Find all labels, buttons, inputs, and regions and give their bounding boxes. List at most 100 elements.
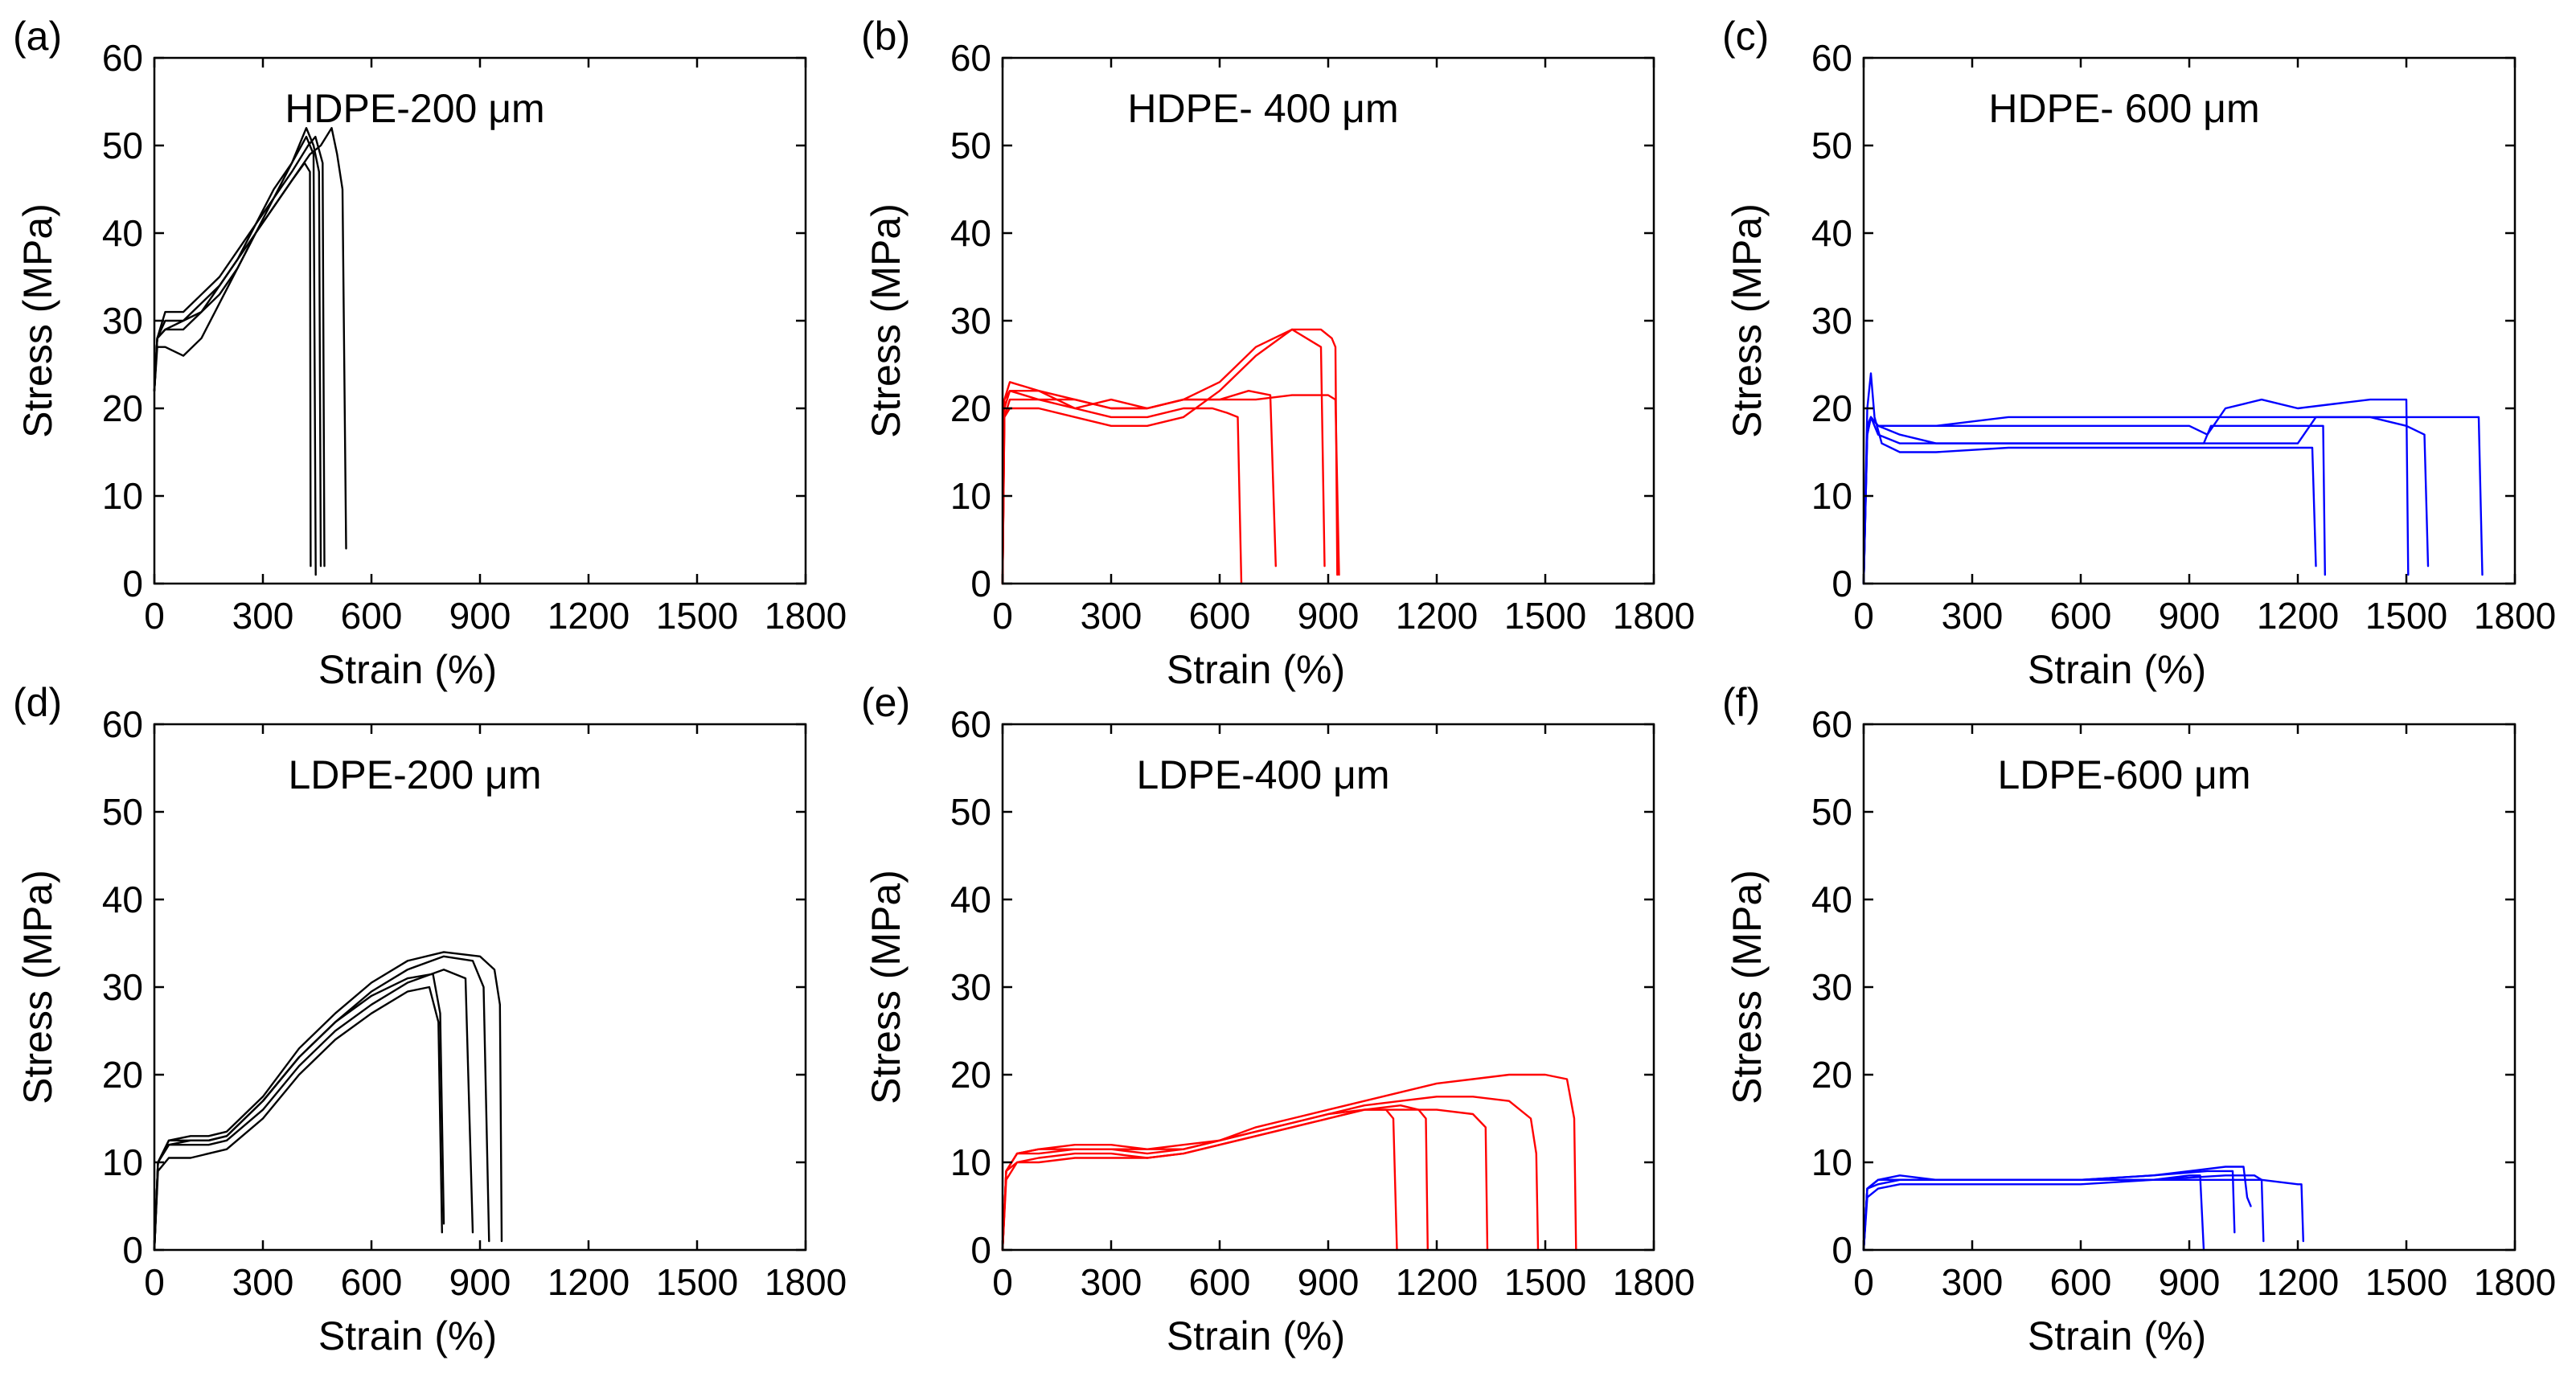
plot-title: HDPE- 400 μm — [1127, 86, 1398, 131]
curve-e-5 — [1001, 1108, 1398, 1252]
x-tick-label: 0 — [144, 1261, 165, 1303]
curve-e-4 — [1001, 1073, 1577, 1252]
y-tick-label: 40 — [950, 879, 991, 920]
x-tick-label: 300 — [1942, 595, 2004, 637]
plot-title: LDPE-600 μm — [1997, 752, 2250, 797]
x-tick-label: 0 — [992, 595, 1013, 637]
y-tick-label: 40 — [950, 212, 991, 254]
y-tick-label: 50 — [102, 125, 143, 166]
curve-c-5 — [1862, 416, 2484, 585]
x-tick-label: 600 — [2050, 1261, 2112, 1303]
y-tick-label: 40 — [102, 879, 143, 920]
x-tick-label: 1500 — [656, 1261, 738, 1303]
x-tick-label: 900 — [2159, 1261, 2221, 1303]
x-tick-label: 300 — [1942, 1261, 2004, 1303]
x-axis-title: Strain (%) — [1167, 647, 1345, 692]
x-tick-label: 0 — [1853, 595, 1874, 637]
panel-label: (c) — [1722, 14, 1769, 59]
x-tick-label: 0 — [144, 595, 165, 637]
curve-c-1 — [1862, 372, 2317, 585]
y-axis-title: Stress (MPa) — [15, 870, 60, 1104]
y-tick-label: 20 — [950, 387, 991, 429]
y-tick-label: 30 — [950, 300, 991, 342]
panel-a: 0 300 600 900 1200 1500 1800 0 10 20 30 40 50 60 Strai… — [13, 14, 847, 692]
y-tick-label: 20 — [1811, 1054, 1852, 1096]
plot-frame-d — [153, 723, 807, 1252]
curve-c-4 — [1862, 416, 2430, 585]
x-tick-label: 300 — [232, 1261, 294, 1303]
x-tick-label: 1800 — [765, 595, 847, 637]
plot-title: LDPE-400 μm — [1136, 752, 1389, 797]
x-tick-label: 1800 — [1613, 595, 1695, 637]
panel-f: 0 300 600 900 1200 1500 1800 0 10 20 30 40 50 60 Strai… — [1722, 680, 2556, 1358]
curves-a — [153, 126, 347, 576]
curve-d-1 — [153, 985, 443, 1252]
curve-a-1 — [153, 162, 312, 567]
x-axis-title: Strain (%) — [2028, 1313, 2206, 1358]
y-tick-label: 10 — [950, 475, 991, 517]
y-tick-label: 10 — [950, 1141, 991, 1183]
curve-d-5 — [153, 951, 503, 1252]
curves-f — [1862, 1166, 2305, 1252]
curve-f-2 — [1862, 1170, 2236, 1252]
y-axis-title: Stress (MPa) — [863, 203, 909, 438]
curve-f-1 — [1862, 1174, 2205, 1252]
y-axis-title: Stress (MPa) — [863, 870, 909, 1104]
y-tick-label: 60 — [102, 37, 143, 79]
x-axis-title: Strain (%) — [318, 1313, 497, 1358]
x-tick-label: 900 — [449, 595, 511, 637]
x-tick-label: 1500 — [2365, 1261, 2447, 1303]
x-tick-label: 600 — [341, 1261, 403, 1303]
x-tick-label: 300 — [232, 595, 294, 637]
x-tick-label: 900 — [449, 1261, 511, 1303]
x-tick-label: 1500 — [2365, 595, 2447, 637]
y-tick-label: 0 — [970, 1229, 991, 1271]
y-tick-label: 30 — [950, 966, 991, 1008]
x-axis-title: Strain (%) — [2028, 647, 2206, 692]
y-tick-label: 20 — [102, 387, 143, 429]
y-tick-label: 40 — [102, 212, 143, 254]
y-tick-label: 0 — [1832, 1229, 1852, 1271]
y-tick-label: 10 — [102, 1141, 143, 1183]
y-tick-label: 40 — [1811, 212, 1852, 254]
y-tick-label: 20 — [1811, 387, 1852, 429]
y-tick-label: 50 — [1811, 791, 1852, 833]
panel-b: 0 300 600 900 1200 1500 1800 0 10 20 30 40 50 60 Strai… — [861, 14, 1695, 692]
plot-frame-e — [1001, 723, 1655, 1252]
y-tick-label: 10 — [102, 475, 143, 517]
x-tick-label: 1800 — [765, 1261, 847, 1303]
y-tick-label: 50 — [102, 791, 143, 833]
panel-label: (e) — [861, 680, 910, 725]
curve-f-5 — [1862, 1178, 2305, 1252]
plot-frame-a — [153, 56, 807, 585]
panel-label: (f) — [1722, 680, 1760, 725]
panel-label: (b) — [861, 14, 910, 59]
curve-b-2 — [1001, 390, 1278, 585]
x-tick-label: 1200 — [1396, 1261, 1478, 1303]
plot-title: LDPE-200 μm — [288, 752, 541, 797]
x-tick-label: 1800 — [2474, 1261, 2556, 1303]
y-axis-title: Stress (MPa) — [15, 203, 60, 438]
x-tick-label: 1500 — [656, 595, 738, 637]
x-tick-label: 1200 — [2257, 595, 2339, 637]
x-tick-label: 300 — [1081, 1261, 1142, 1303]
y-tick-label: 0 — [1832, 563, 1852, 604]
curves-b — [1001, 328, 1340, 585]
y-tick-label: 60 — [1811, 703, 1852, 745]
y-axis-title: Stress (MPa) — [1725, 203, 1770, 438]
y-tick-label: 60 — [950, 703, 991, 745]
y-tick-label: 30 — [102, 300, 143, 342]
y-tick-label: 0 — [122, 563, 143, 604]
curve-a-3 — [153, 126, 322, 567]
curve-a-5 — [153, 126, 347, 550]
curve-c-2 — [1862, 416, 2327, 585]
panel-label: (a) — [13, 14, 62, 59]
curve-b-5 — [1001, 328, 1339, 585]
y-tick-label: 10 — [1811, 1141, 1852, 1183]
y-tick-label: 50 — [950, 125, 991, 166]
y-tick-label: 40 — [1811, 879, 1852, 920]
x-tick-label: 1500 — [1504, 595, 1586, 637]
y-tick-label: 0 — [970, 563, 991, 604]
x-tick-label: 900 — [1298, 595, 1360, 637]
